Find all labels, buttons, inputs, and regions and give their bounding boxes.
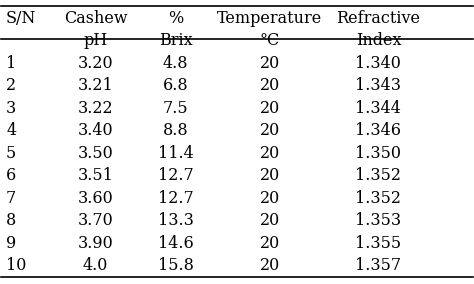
Text: 8: 8 xyxy=(6,212,16,229)
Text: 2: 2 xyxy=(6,77,16,94)
Text: 15.8: 15.8 xyxy=(158,257,194,274)
Text: 20: 20 xyxy=(260,190,280,207)
Text: Brix: Brix xyxy=(159,32,192,49)
Text: 1.352: 1.352 xyxy=(356,190,401,207)
Text: 1.343: 1.343 xyxy=(356,77,401,94)
Text: 1: 1 xyxy=(6,55,16,72)
Text: 20: 20 xyxy=(260,100,280,117)
Text: 3.22: 3.22 xyxy=(78,100,113,117)
Text: 20: 20 xyxy=(260,212,280,229)
Text: 8.8: 8.8 xyxy=(163,122,189,139)
Text: 11.4: 11.4 xyxy=(158,145,193,162)
Text: 10: 10 xyxy=(6,257,27,274)
Text: 3.40: 3.40 xyxy=(78,122,113,139)
Text: 12.7: 12.7 xyxy=(158,167,193,184)
Text: 3.90: 3.90 xyxy=(78,235,113,252)
Text: 6: 6 xyxy=(6,167,16,184)
Text: 1.344: 1.344 xyxy=(356,100,401,117)
Text: 3.70: 3.70 xyxy=(78,212,113,229)
Text: pH: pH xyxy=(83,32,108,49)
Text: 1.350: 1.350 xyxy=(356,145,401,162)
Text: 20: 20 xyxy=(260,167,280,184)
Text: 1.353: 1.353 xyxy=(356,212,401,229)
Text: 7.5: 7.5 xyxy=(163,100,189,117)
Text: Refractive: Refractive xyxy=(337,10,420,27)
Text: 1.346: 1.346 xyxy=(356,122,401,139)
Text: 5: 5 xyxy=(6,145,16,162)
Text: 3.20: 3.20 xyxy=(78,55,113,72)
Text: 3.60: 3.60 xyxy=(78,190,113,207)
Text: 20: 20 xyxy=(260,235,280,252)
Text: 1.352: 1.352 xyxy=(356,167,401,184)
Text: Index: Index xyxy=(356,32,401,49)
Text: 4: 4 xyxy=(6,122,16,139)
Text: 20: 20 xyxy=(260,122,280,139)
Text: Temperature: Temperature xyxy=(218,10,323,27)
Text: 3.21: 3.21 xyxy=(78,77,113,94)
Text: 4.0: 4.0 xyxy=(83,257,109,274)
Text: 12.7: 12.7 xyxy=(158,190,193,207)
Text: 1.357: 1.357 xyxy=(356,257,401,274)
Text: 3.51: 3.51 xyxy=(78,167,114,184)
Text: 3.50: 3.50 xyxy=(78,145,113,162)
Text: °C: °C xyxy=(260,32,280,49)
Text: 20: 20 xyxy=(260,145,280,162)
Text: 1.340: 1.340 xyxy=(356,55,401,72)
Text: 9: 9 xyxy=(6,235,16,252)
Text: 1.355: 1.355 xyxy=(356,235,401,252)
Text: 20: 20 xyxy=(260,257,280,274)
Text: 20: 20 xyxy=(260,55,280,72)
Text: 4.8: 4.8 xyxy=(163,55,189,72)
Text: %: % xyxy=(168,10,183,27)
Text: 7: 7 xyxy=(6,190,16,207)
Text: 3: 3 xyxy=(6,100,16,117)
Text: 6.8: 6.8 xyxy=(163,77,189,94)
Text: 13.3: 13.3 xyxy=(158,212,194,229)
Text: 14.6: 14.6 xyxy=(158,235,193,252)
Text: Cashew: Cashew xyxy=(64,10,128,27)
Text: S/N: S/N xyxy=(6,10,36,27)
Text: 20: 20 xyxy=(260,77,280,94)
